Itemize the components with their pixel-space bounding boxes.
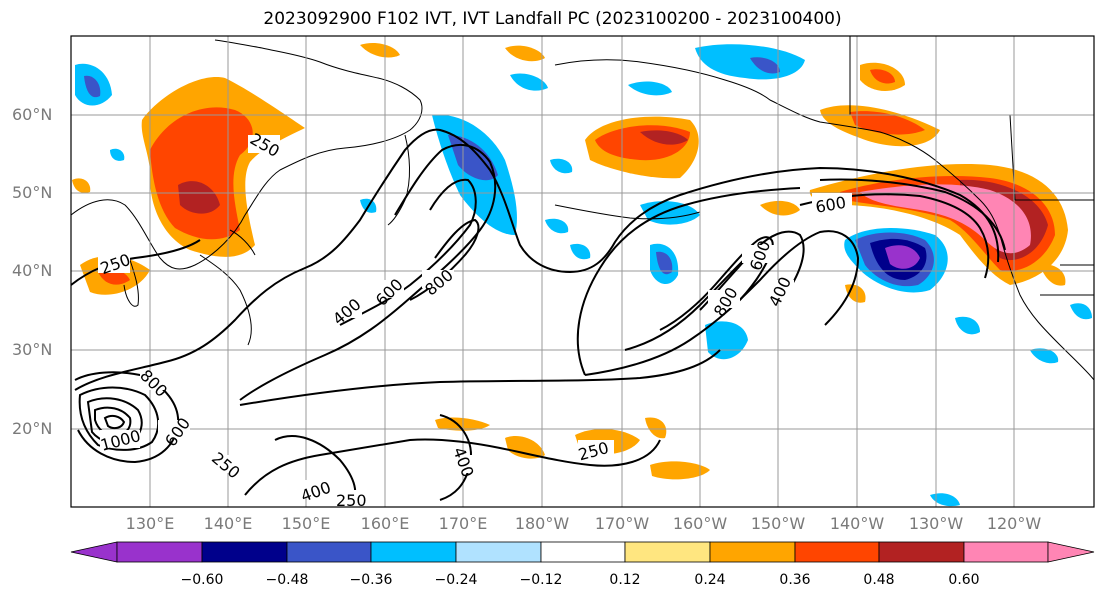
patch-sub-blue-6 — [550, 158, 573, 174]
colorbar-tick-label: −0.36 — [349, 572, 393, 588]
map-frame — [70, 35, 1095, 508]
patch-mid-blue-2d — [656, 251, 673, 275]
patch-sub-blue-7 — [545, 218, 569, 234]
colorbar-segment — [624, 541, 711, 563]
contour-japan-250 — [70, 239, 201, 286]
colorbar-segment — [540, 541, 626, 563]
lon-label: 120°W — [986, 514, 1042, 533]
lon-label: 140°W — [829, 514, 885, 533]
patch-north-orange-2 — [505, 45, 545, 62]
contour-subtropic-250 — [244, 438, 661, 496]
lon-label: 130°W — [908, 514, 964, 533]
patch-mid-orange-1 — [760, 200, 800, 216]
colorbar — [70, 541, 1095, 563]
coast-korea — [123, 259, 139, 307]
patch-goa-red — [870, 69, 895, 84]
colorbar-tick-label: −0.48 — [265, 572, 309, 588]
patch-asia-blue-dark — [84, 75, 101, 98]
lat-label: 20°N — [12, 419, 53, 438]
colorbar-segment — [370, 541, 457, 563]
lon-label: 160°W — [672, 514, 728, 533]
coastlines — [70, 36, 1095, 381]
lat-label: 40°N — [12, 261, 53, 280]
patch-sub-blue-2 — [930, 493, 960, 507]
colorbar-tick-label: 0.36 — [779, 572, 811, 588]
colorbar-left-extension — [70, 541, 118, 563]
lon-label: 150°E — [281, 514, 331, 533]
lat-label: 60°N — [12, 105, 53, 124]
lon-label: 170°E — [438, 514, 488, 533]
colorbar-tick-label: −0.60 — [180, 572, 224, 588]
contour-western-600 — [339, 178, 477, 326]
patch-negative-purple — [885, 245, 920, 269]
ivt-contours — [70, 128, 1006, 506]
coast-westus — [999, 234, 1095, 381]
lon-label: 130°E — [125, 514, 175, 533]
patch-ar-pink — [860, 184, 1031, 254]
contour-ar-400 — [819, 178, 1006, 251]
patch-sub-orange-2 — [645, 417, 667, 439]
colorbar-tick-label: 0.24 — [694, 572, 726, 588]
patch-sub-blue-3 — [1030, 348, 1059, 364]
coast-asia — [70, 39, 423, 270]
patch-bc-red — [850, 111, 925, 135]
colorbar-segment — [201, 541, 288, 563]
patch-asia-orange-2 — [72, 178, 91, 193]
lat-label: 30°N — [12, 340, 53, 359]
coast-japan — [199, 229, 256, 346]
lon-label: 150°W — [750, 514, 806, 533]
coast-alaska — [554, 59, 1001, 236]
patch-sub-orange-7 — [1040, 264, 1066, 286]
contour-western-outer — [74, 128, 1000, 391]
lon-label: 180°W — [514, 514, 570, 533]
coast-aleutians — [554, 204, 701, 220]
colorbar-tick-label: −0.12 — [519, 572, 563, 588]
plot-title: 2023092900 F102 IVT, IVT Landfall PC (20… — [263, 9, 842, 29]
colorbar-segment — [794, 541, 880, 563]
colorbar-tick-label: 0.12 — [609, 572, 641, 588]
patch-asia-blue-2 — [110, 148, 125, 161]
colorbar-tick-label: −0.24 — [434, 572, 478, 588]
contour-eastern-400 — [584, 230, 860, 376]
patch-arctic-blue-dark — [750, 57, 780, 74]
lon-label: 160°E — [360, 514, 410, 533]
patch-sub-blue-1 — [955, 316, 980, 335]
patch-asia-dark — [178, 181, 220, 214]
contour-typhoon-600 — [78, 386, 160, 451]
colorbar-segment — [455, 541, 542, 563]
colorbar-segment — [878, 541, 965, 563]
lat-label: 50°N — [12, 183, 53, 202]
patch-north-orange-1 — [360, 43, 400, 58]
patch-bering-blue-dark — [448, 135, 498, 181]
patch-sub-blue-8 — [570, 243, 591, 260]
patch-sub-blue-4 — [1070, 303, 1092, 320]
contour-eastern-800 — [659, 236, 774, 331]
patch-alaska-darkred — [640, 130, 688, 145]
patch-sub-orange-3 — [650, 461, 710, 480]
patch-sub-orange-5 — [505, 435, 545, 459]
colorbar-right-extension — [1047, 541, 1095, 563]
patch-north-blue-2 — [628, 81, 672, 96]
colorbar-tick-label: 0.60 — [948, 572, 980, 588]
colorbar-segment — [286, 541, 372, 563]
patch-north-blue-1 — [510, 73, 548, 91]
colorbar-segment — [963, 541, 1049, 563]
contour-western-400 — [239, 143, 497, 401]
lon-label: 170°W — [594, 514, 650, 533]
colorbar-segment — [709, 541, 796, 563]
colorbar-segment — [116, 541, 203, 563]
contour-eastern-outer — [576, 187, 801, 376]
patch-asia-red — [150, 107, 253, 240]
contour-mid-250 — [239, 349, 721, 406]
contour-label: 250 — [336, 491, 367, 510]
contour-typhoon-inner — [103, 414, 126, 430]
lon-label: 140°E — [203, 514, 253, 533]
border-us — [1040, 199, 1094, 296]
colorbar-tick-label: 0.48 — [863, 572, 895, 588]
